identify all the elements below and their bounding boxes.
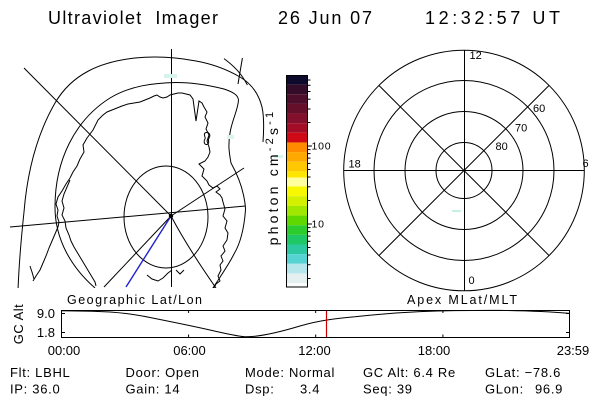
svg-text:60: 60 <box>533 103 545 115</box>
svg-text:photon cm-2s-1: photon cm-2s-1 <box>264 109 281 246</box>
svg-text:06:00: 06:00 <box>173 343 206 358</box>
svg-text:Ultraviolet Imager: Ultraviolet Imager <box>48 8 218 28</box>
svg-text:Geographic Lat/Lon: Geographic Lat/Lon <box>67 293 202 307</box>
svg-text:Mode: Normal: Mode: Normal <box>245 365 335 380</box>
svg-text:Dsp:: Dsp: <box>245 382 275 397</box>
svg-text:10: 10 <box>312 219 325 231</box>
svg-text:12:00: 12:00 <box>298 343 331 358</box>
svg-text:Flt: LBHL: Flt: LBHL <box>10 365 70 380</box>
svg-text:96.9: 96.9 <box>535 382 563 397</box>
svg-text:26 Jun 07: 26 Jun 07 <box>278 8 372 28</box>
svg-text:GC Alt: GC Alt <box>11 304 26 345</box>
svg-text:12: 12 <box>470 50 482 62</box>
svg-text:70: 70 <box>515 123 527 135</box>
svg-text:12:32:57 UT: 12:32:57 UT <box>425 8 560 28</box>
svg-text:Seq: 39: Seq: 39 <box>363 382 413 397</box>
svg-text:23:59: 23:59 <box>557 343 590 358</box>
svg-text:GLat: −78.6: GLat: −78.6 <box>485 365 561 380</box>
svg-text:GLon:: GLon: <box>485 382 524 397</box>
svg-text:100: 100 <box>312 141 332 153</box>
svg-text:6: 6 <box>583 158 589 170</box>
svg-text:80: 80 <box>496 141 508 153</box>
svg-text:1.8: 1.8 <box>37 325 55 340</box>
svg-text:IP: 36.0: IP: 36.0 <box>10 382 60 397</box>
svg-text:18: 18 <box>349 159 361 171</box>
svg-text:Gain: 14: Gain: 14 <box>126 382 181 397</box>
svg-text:0: 0 <box>469 275 475 287</box>
svg-text:3.4: 3.4 <box>300 382 320 397</box>
svg-text:Apex MLat/MLT: Apex MLat/MLT <box>407 293 517 307</box>
svg-text:GC Alt: 6.4 Re: GC Alt: 6.4 Re <box>363 365 456 380</box>
svg-text:00:00: 00:00 <box>48 343 81 358</box>
svg-text:Door: Open: Door: Open <box>126 365 200 380</box>
svg-text:9.0: 9.0 <box>37 306 55 321</box>
svg-text:18:00: 18:00 <box>418 343 451 358</box>
